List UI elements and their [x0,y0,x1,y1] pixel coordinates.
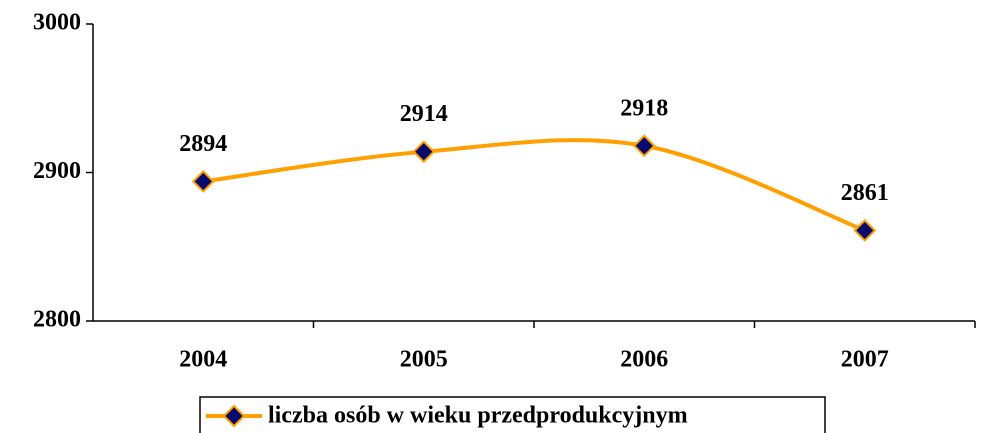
x-tick-label: 2005 [400,347,448,373]
legend-box [199,396,826,433]
data-label: 2861 [841,180,889,206]
y-tick-label: 2900 [33,158,81,184]
data-label: 2918 [620,95,668,121]
legend-marker [222,404,246,428]
x-tick-label: 2004 [179,347,227,373]
marker [412,140,436,164]
legend-label: liczba osób w wieku przedprodukcyjnym [268,403,688,429]
y-tick-label: 2800 [33,307,81,333]
line [202,138,866,233]
y-tick-label: 3000 [33,10,81,36]
data-label: 2914 [400,101,448,127]
marker [853,219,877,242]
legend: liczba osób w wieku przedprodukcyjnym [199,396,826,433]
x-tick-label: 2007 [841,347,889,373]
data-label: 2894 [179,131,227,157]
marker [191,169,215,193]
x-tick-label: 2006 [620,347,668,373]
marker [632,134,656,158]
